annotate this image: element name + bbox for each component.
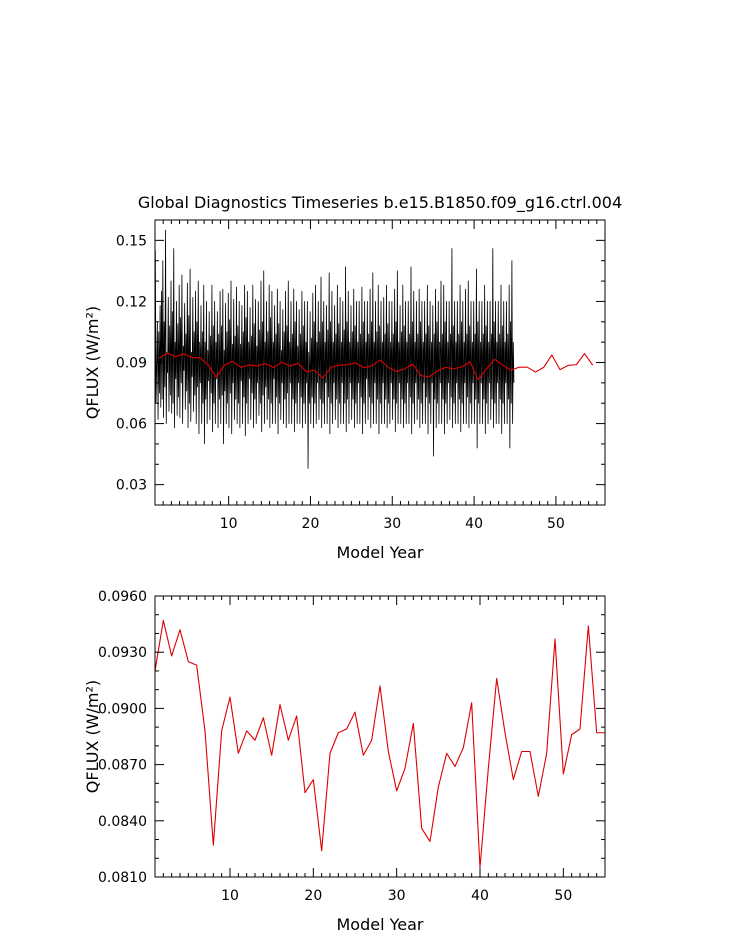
top-panel: Global Diagnostics Timeseries b.e15.B185… [83, 193, 622, 562]
y-axis-title: QFLUX (W/m²) [83, 306, 102, 419]
y-tick-label: 0.15 [116, 233, 147, 249]
x-axis: 10 20 30 40 50 [154, 220, 606, 532]
x-tick-label: 40 [471, 888, 489, 904]
x-axis: 10 20 30 40 50 [154, 596, 606, 904]
y-tick-label: 0.0930 [98, 645, 147, 661]
x-tick-label: 30 [383, 516, 401, 532]
x-axis-title: Model Year [337, 543, 424, 562]
series-line-0 [155, 229, 515, 469]
x-tick-label: 40 [465, 516, 483, 532]
x-tick-label: 50 [554, 888, 572, 904]
x-tick-label: 50 [547, 516, 565, 532]
series-line-1 [158, 352, 594, 381]
y-axis: 0.03 0.06 0.09 0.12 0.15 [116, 219, 605, 506]
x-tick-label: 20 [302, 516, 320, 532]
y-tick-label: 0.03 [116, 478, 147, 494]
y-tick-label: 0.12 [116, 294, 147, 310]
y-tick-label: 0.06 [116, 417, 147, 433]
x-tick-label: 10 [220, 516, 238, 532]
y-axis-title: QFLUX (W/m²) [83, 680, 102, 793]
y-tick-label: 0.0810 [98, 870, 147, 886]
series-layer [155, 619, 605, 869]
y-axis: 0.0810 0.0840 0.0870 0.0900 0.0930 0.0960 [98, 589, 605, 886]
x-tick-label: 10 [221, 888, 239, 904]
y-tick-label: 0.0900 [98, 701, 147, 717]
bottom-panel: 10 20 30 40 50 0.0810 0.0840 0.0870 0.0900 0.093… [83, 589, 606, 934]
y-tick-label: 0.0840 [98, 814, 147, 830]
x-axis-title: Model Year [337, 915, 424, 934]
series-layer [155, 229, 594, 469]
x-tick-label: 30 [388, 888, 406, 904]
plot-frame [154, 595, 606, 878]
y-tick-label: 0.0870 [98, 758, 147, 774]
x-tick-label: 20 [304, 888, 322, 904]
series-line-0 [155, 619, 605, 869]
chart-title: Global Diagnostics Timeseries b.e15.B185… [138, 193, 622, 213]
y-tick-label: 0.0960 [98, 589, 147, 605]
y-tick-label: 0.09 [116, 356, 147, 372]
